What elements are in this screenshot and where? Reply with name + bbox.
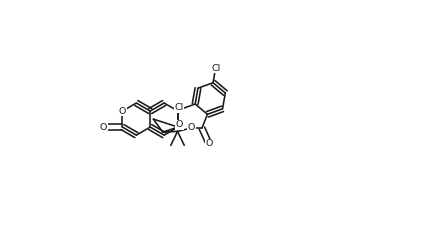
Text: O: O — [176, 120, 183, 129]
Text: O: O — [119, 106, 126, 116]
Text: Cl: Cl — [174, 103, 184, 112]
Text: O: O — [188, 123, 195, 132]
Text: O: O — [100, 123, 107, 132]
Text: Cl: Cl — [211, 64, 221, 73]
Text: O: O — [205, 139, 213, 148]
